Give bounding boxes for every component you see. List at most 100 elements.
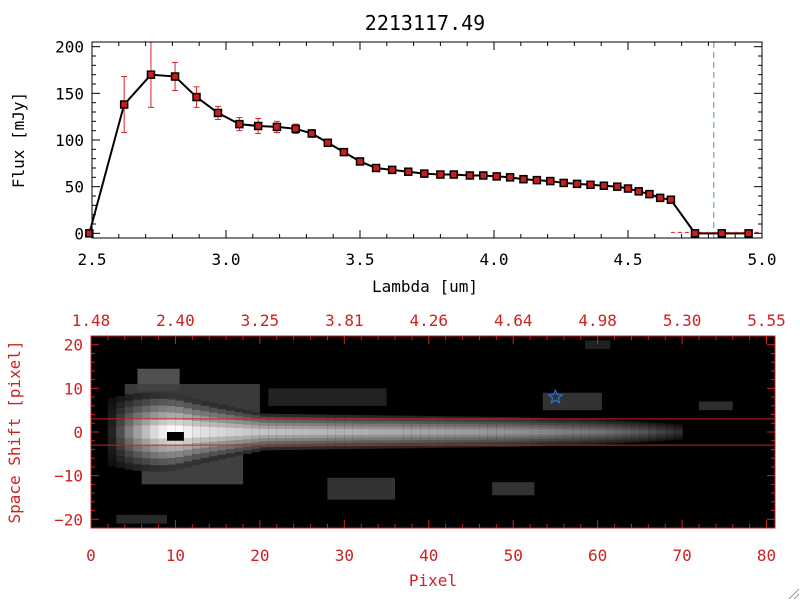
- trace-column: [487, 429, 497, 435]
- x-axis-label: Lambda [um]: [372, 277, 478, 296]
- trace-column: [158, 425, 168, 439]
- y-axis-label: Flux [mJy]: [9, 92, 28, 188]
- data-point: [546, 176, 555, 186]
- top-tick-label: 5.55: [747, 311, 786, 330]
- trace-column: [192, 426, 202, 438]
- black-marker: [167, 432, 184, 441]
- trace-column: [276, 428, 286, 436]
- trace-column: [319, 429, 328, 435]
- data-point: [403, 167, 413, 176]
- x-tick-label: 30: [335, 546, 354, 565]
- trace-column: [639, 430, 649, 434]
- trace-column: [209, 427, 219, 437]
- data-point: [291, 124, 300, 134]
- data-point: [532, 175, 542, 185]
- trace-column: [504, 429, 514, 435]
- y-tick-label: 20: [64, 336, 83, 355]
- x-tick-label: 50: [504, 546, 523, 565]
- image-blob: [542, 392, 602, 411]
- data-point: [572, 179, 582, 189]
- trace-column: [403, 429, 413, 435]
- data-point: [387, 165, 397, 175]
- trace-column: [445, 429, 455, 435]
- image-blob: [699, 401, 733, 411]
- trace-column: [656, 430, 666, 434]
- data-point: [253, 121, 263, 131]
- image-blob: [327, 477, 395, 500]
- trace-column: [217, 427, 227, 437]
- trace-column: [395, 429, 404, 435]
- y-tick-label: 0: [73, 423, 83, 442]
- top-tick-label: 4.98: [578, 311, 617, 330]
- top-tick-label: 1.48: [72, 311, 111, 330]
- trace-column: [580, 429, 590, 435]
- x-axis-label-pixel: Pixel: [409, 571, 457, 590]
- x-tick-label: 3.0: [212, 250, 241, 269]
- trace-column: [116, 426, 126, 438]
- x-tick-label: 5.0: [748, 250, 777, 269]
- resize-grip-icon[interactable]: [786, 586, 800, 600]
- data-point: [479, 171, 488, 180]
- trace-column: [200, 426, 210, 438]
- series-line: [88, 73, 749, 235]
- data-point: [119, 100, 129, 109]
- trace-column: [547, 429, 556, 435]
- image-blob: [116, 514, 167, 524]
- trace-column: [471, 429, 480, 435]
- spectrum-image-panel: 0 10 20 30 40 50 60 70 80 1.48 2.40 3.25 3.81 4.26 4.6…: [5, 311, 786, 590]
- x-tick-label: 80: [757, 546, 776, 565]
- x-tick-label: 70: [672, 546, 691, 565]
- y-tick-label: 0: [74, 224, 84, 243]
- trace-column: [386, 429, 396, 435]
- trace-column: [378, 429, 388, 435]
- trace-column: [327, 429, 337, 435]
- trace-column: [513, 429, 523, 435]
- y-tick-label: −20: [54, 510, 83, 529]
- trace-column: [437, 429, 447, 435]
- trace-column: [183, 426, 193, 438]
- x-tick-label: 3.5: [346, 250, 375, 269]
- x-tick-label: 40: [419, 546, 438, 565]
- trace-column: [268, 428, 278, 436]
- data-point: [613, 182, 622, 191]
- data-point: [192, 92, 201, 102]
- spectrum-panel: 2213117.49 2.5 3.0 3.5 4.0 4.5 5.0 0 50 100 150 20…: [9, 11, 776, 296]
- data-point: [323, 138, 333, 148]
- data-point: [519, 174, 528, 184]
- x-tick-label: 60: [588, 546, 607, 565]
- trace-column: [310, 429, 320, 435]
- y-tick-label: 10: [64, 379, 83, 398]
- trace-column: [243, 428, 252, 436]
- trace-column: [361, 429, 371, 435]
- trace-column: [521, 429, 531, 435]
- trace-column: [107, 426, 117, 438]
- trace-column: [302, 429, 312, 435]
- trace-column: [673, 430, 683, 434]
- trace-column: [133, 425, 143, 439]
- top-tick-label: 4.26: [410, 311, 449, 330]
- data-point: [559, 178, 568, 188]
- x-tick-label: 20: [250, 546, 269, 565]
- trace-column: [648, 430, 658, 434]
- y-tick-label: 50: [65, 178, 84, 197]
- trace-column: [259, 428, 269, 436]
- trace-column: [462, 429, 472, 435]
- top-tick-label: 2.40: [156, 311, 195, 330]
- data-point: [505, 173, 515, 182]
- x-tick-label: 2.5: [78, 250, 107, 269]
- x-tick-label: 0: [86, 546, 96, 565]
- trace-column: [369, 429, 379, 435]
- trace-column: [631, 430, 641, 434]
- data-point: [492, 172, 501, 181]
- data-point: [717, 229, 727, 238]
- x-tick-label: 10: [166, 546, 185, 565]
- data-point: [235, 119, 244, 129]
- trace-column: [665, 430, 675, 434]
- trace-column: [496, 429, 506, 435]
- y-axis-label-space-shift: Space Shift [pixel]: [5, 340, 24, 523]
- trace-column: [538, 429, 548, 435]
- data-point: [436, 170, 445, 179]
- trace-column: [411, 429, 421, 435]
- star-icon: [547, 388, 564, 404]
